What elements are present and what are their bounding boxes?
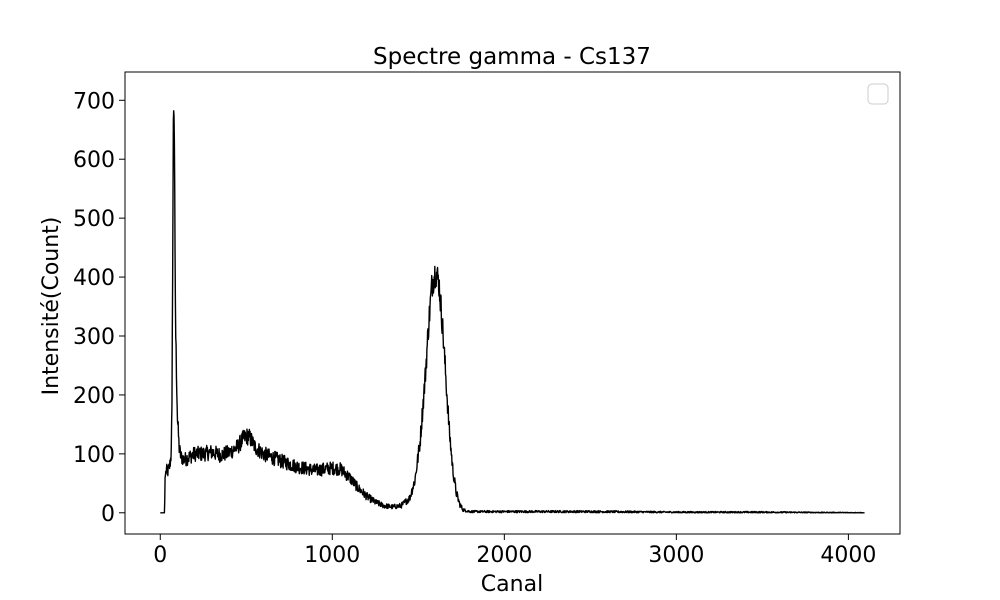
y-axis-label: Intensité(Count): [39, 217, 64, 396]
x-axis-label: Canal: [481, 572, 543, 597]
x-tick-label: 0: [153, 543, 167, 568]
y-axis-ticks: 0 100 200 300 400 500 600 700: [73, 89, 125, 527]
y-tick-label: 200: [73, 384, 115, 409]
y-tick-label: 500: [73, 207, 115, 232]
y-tick-label: 700: [73, 89, 115, 114]
x-tick-label: 3000: [648, 543, 704, 568]
y-tick-label: 300: [73, 325, 115, 350]
x-tick-label: 2000: [476, 543, 532, 568]
plot-frame: [124, 71, 901, 535]
x-tick-label: 4000: [820, 543, 876, 568]
chart-title: Spectre gamma - Cs137: [373, 44, 651, 70]
y-tick-label: 100: [73, 443, 115, 468]
x-axis-ticks: 0 1000 2000 3000 4000: [153, 534, 876, 568]
y-tick-label: 400: [73, 266, 115, 291]
y-tick-label: 600: [73, 148, 115, 173]
spectrum-line-0: [159, 110, 865, 514]
x-tick-label: 1000: [304, 543, 360, 568]
series-layer: [159, 110, 865, 514]
y-tick-label: 0: [101, 502, 115, 527]
legend-box: [867, 83, 889, 105]
